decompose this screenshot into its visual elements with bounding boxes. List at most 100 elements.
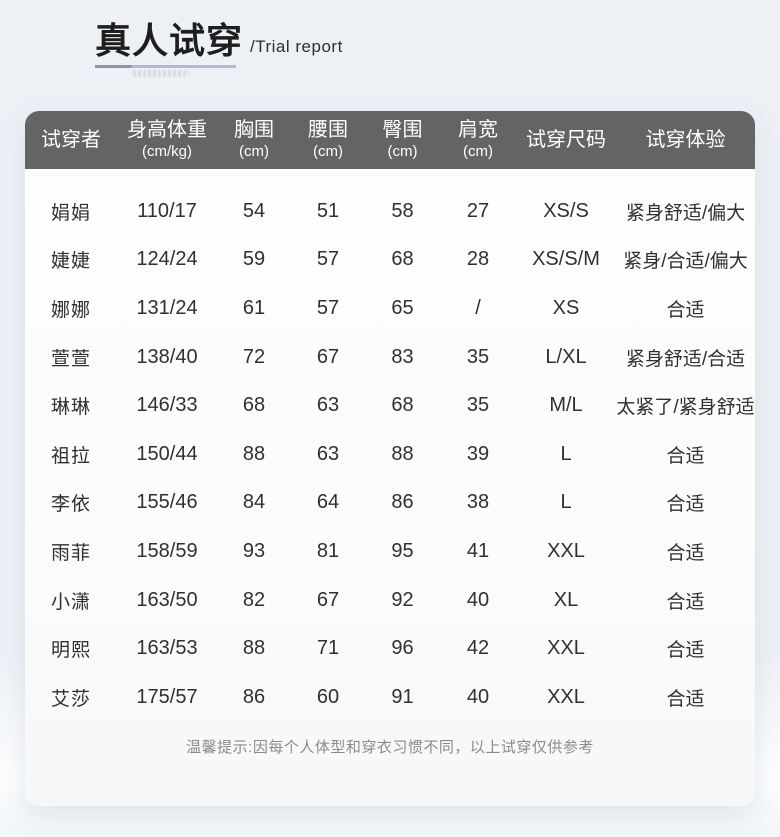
footnote: 温馨提示:因每个人体型和穿衣习惯不同，以上试穿仅供参考 bbox=[186, 738, 594, 756]
table-cell: 太紧了/紧身舒适 bbox=[616, 397, 755, 419]
header-label: 腰围 bbox=[308, 119, 348, 142]
table-cell: 88 bbox=[242, 442, 266, 465]
table-cell: 124/24 bbox=[136, 248, 198, 271]
header-cell-0: 试穿者 bbox=[25, 129, 117, 152]
header-cell-7: 试穿体验 bbox=[616, 129, 755, 152]
table-cell: 娟娟 bbox=[50, 202, 91, 224]
table-cell: 110/17 bbox=[137, 199, 197, 222]
table-cell: M/L bbox=[549, 394, 583, 417]
table-cell: 57 bbox=[316, 296, 340, 319]
title-underline bbox=[95, 64, 236, 68]
table-cell: 27 bbox=[466, 199, 490, 222]
table-cell: L/XL bbox=[545, 345, 587, 368]
table-cell: 96 bbox=[391, 637, 414, 660]
table-row: 小潇 163/50 82 67 92 40 XL 合适 bbox=[25, 576, 755, 625]
table-cell: 紧身舒适/偏大 bbox=[625, 202, 746, 224]
table-cell: 小潇 bbox=[50, 591, 91, 613]
table-row: 婕婕 124/24 59 57 68 28 XS/S/M 紧身/合适/偏大 bbox=[25, 236, 755, 285]
table-row: 娜娜 131/24 61 57 65 / XS 合适 bbox=[25, 284, 755, 333]
table-cell: XS/S/M bbox=[532, 248, 600, 271]
table-cell: 合适 bbox=[666, 299, 705, 321]
table-cell: 92 bbox=[391, 588, 414, 611]
table-cell: 68 bbox=[391, 248, 414, 271]
table-cell: 合适 bbox=[666, 445, 705, 467]
table-cell: 41 bbox=[466, 539, 490, 562]
page-subtitle: /Trial report bbox=[250, 36, 343, 56]
table-cell: 64 bbox=[316, 491, 340, 514]
table-cell: XS/S bbox=[543, 199, 589, 222]
table-cell: 138/40 bbox=[136, 345, 198, 368]
table-cell: 合适 bbox=[666, 688, 705, 710]
page-title: 真人试穿 bbox=[95, 20, 244, 61]
table-cell: 紧身舒适/合适 bbox=[625, 348, 746, 370]
table-cell: 93 bbox=[242, 539, 266, 562]
header-unit: (cm/kg) bbox=[142, 143, 192, 161]
table-cell: 合适 bbox=[666, 640, 705, 662]
table-cell: 萱萱 bbox=[50, 348, 91, 370]
header-cell-6: 试穿尺码 bbox=[516, 129, 616, 152]
table-cell: 63 bbox=[316, 442, 340, 465]
header-cell-2: 胸围 (cm) bbox=[217, 119, 291, 160]
table-cell: 67 bbox=[316, 588, 340, 611]
table-rows: 娟娟 110/17 54 51 58 27 XS/S 紧身舒适/偏大 婕婕 124/24 59 57 6… bbox=[25, 187, 755, 722]
table-cell: 65 bbox=[391, 296, 414, 319]
table-row: 萱萱 138/40 72 67 83 35 L/XL 紧身舒适/合适 bbox=[25, 333, 755, 382]
table-cell: 雨菲 bbox=[50, 542, 91, 564]
table-cell: L bbox=[560, 442, 572, 465]
table-cell: 祖拉 bbox=[50, 445, 91, 467]
table-cell: 李依 bbox=[50, 494, 91, 516]
table-cell: 86 bbox=[391, 491, 414, 514]
table-header: 试穿者 身高体重 (cm/kg) 胸围 (cm) 腰围 (cm) 臀围 (cm) 肩宽 (cm) 试穿… bbox=[25, 111, 755, 169]
table-cell: 51 bbox=[316, 199, 340, 222]
table-cell: 紧身/合适/偏大 bbox=[623, 251, 748, 273]
table-cell: 60 bbox=[316, 685, 340, 708]
table-cell: 61 bbox=[242, 296, 266, 319]
table-cell: 35 bbox=[466, 394, 490, 417]
table-cell: 163/50 bbox=[136, 588, 198, 611]
watermark bbox=[133, 69, 189, 77]
table-cell: 150/44 bbox=[136, 442, 198, 465]
table-cell: 146/33 bbox=[136, 394, 198, 417]
table-cell: L bbox=[560, 491, 572, 514]
table-row: 雨菲 158/59 93 81 95 41 XXL 合适 bbox=[25, 527, 755, 576]
table-cell: 175/57 bbox=[136, 685, 198, 708]
header-unit: (cm) bbox=[313, 143, 343, 161]
trial-table-card: 试穿者 身高体重 (cm/kg) 胸围 (cm) 腰围 (cm) 臀围 (cm) 肩宽 (cm) 试穿… bbox=[25, 111, 755, 806]
header-unit: (cm) bbox=[239, 143, 269, 161]
table-cell: 68 bbox=[391, 394, 414, 417]
table-cell: XXL bbox=[547, 539, 585, 562]
table-cell: 71 bbox=[316, 637, 340, 660]
header-cell-1: 身高体重 (cm/kg) bbox=[117, 119, 217, 160]
table-cell: 40 bbox=[466, 685, 490, 708]
table-cell: 40 bbox=[466, 588, 490, 611]
table-cell: 155/46 bbox=[136, 491, 198, 514]
table-cell: 63 bbox=[316, 394, 340, 417]
table-cell: 42 bbox=[466, 637, 490, 660]
table-cell: 38 bbox=[466, 491, 490, 514]
table-row: 李依 155/46 84 64 86 38 L 合适 bbox=[25, 479, 755, 528]
table-cell: XXL bbox=[547, 685, 585, 708]
table-row: 娟娟 110/17 54 51 58 27 XS/S 紧身舒适/偏大 bbox=[25, 187, 755, 236]
table-cell: 艾莎 bbox=[50, 688, 91, 710]
table-cell: 82 bbox=[242, 588, 266, 611]
table-cell: 明熙 bbox=[50, 640, 91, 662]
table-cell: 84 bbox=[242, 491, 266, 514]
table-cell: 35 bbox=[466, 345, 490, 368]
table-body: 娟娟 110/17 54 51 58 27 XS/S 紧身舒适/偏大 婕婕 124/24 59 57 6… bbox=[25, 169, 755, 806]
table-cell: XS bbox=[552, 296, 580, 319]
header-unit: (cm) bbox=[387, 143, 418, 161]
table-cell: 81 bbox=[316, 539, 340, 562]
table-cell: 婕婕 bbox=[50, 251, 91, 273]
table-cell: 88 bbox=[391, 442, 414, 465]
table-cell: 39 bbox=[466, 442, 490, 465]
header-label: 身高体重 bbox=[127, 119, 207, 142]
header-cell-3: 腰围 (cm) bbox=[291, 119, 365, 160]
table-cell: 68 bbox=[242, 394, 266, 417]
table-cell: 合适 bbox=[666, 591, 705, 613]
table-row: 琳琳 146/33 68 63 68 35 M/L 太紧了/紧身舒适 bbox=[25, 381, 755, 430]
header-label: 试穿尺码 bbox=[526, 128, 606, 151]
table-row: 艾莎 175/57 86 60 91 40 XXL 合适 bbox=[25, 673, 755, 722]
table-cell: 娜娜 bbox=[50, 299, 91, 321]
table-cell: 57 bbox=[316, 248, 340, 271]
table-cell: 163/53 bbox=[136, 637, 198, 660]
